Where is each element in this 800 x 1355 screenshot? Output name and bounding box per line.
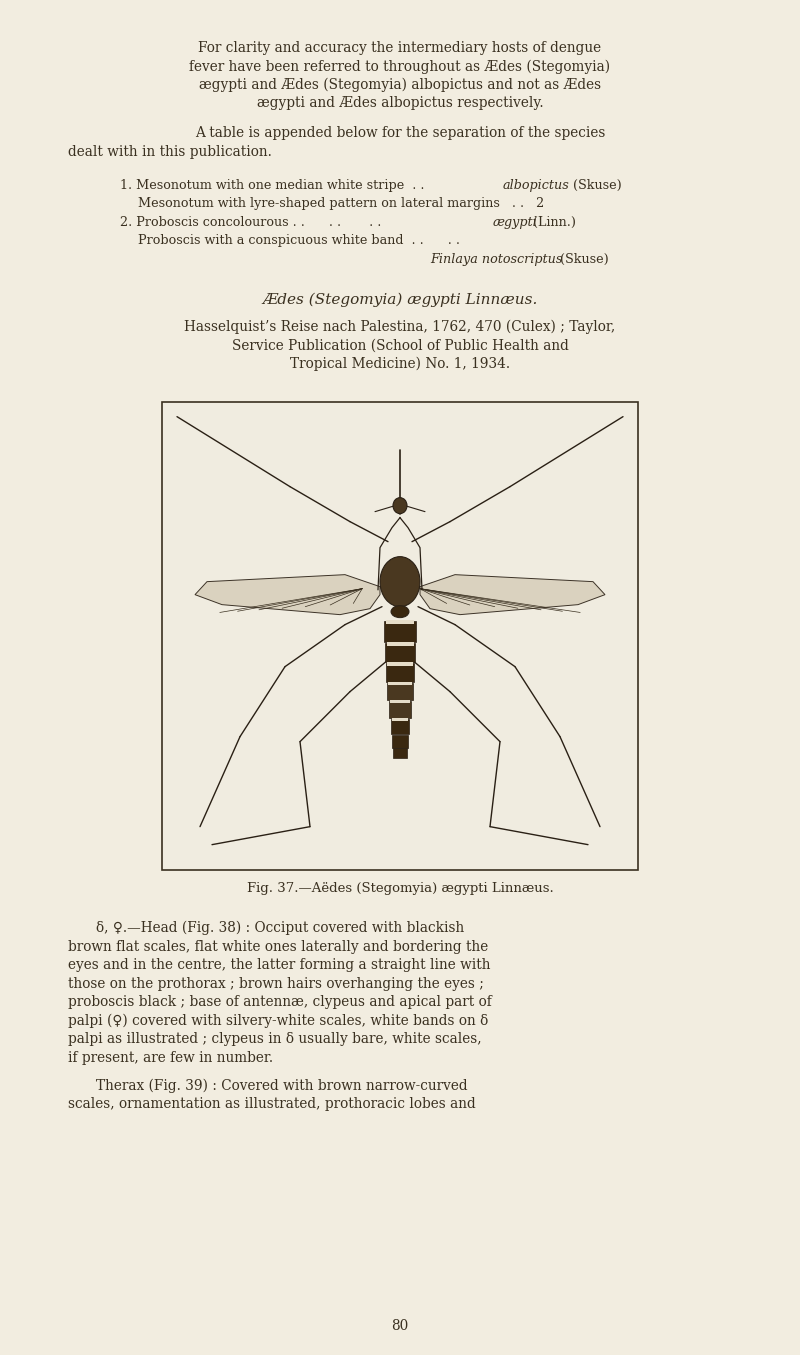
Bar	[384, 622, 416, 642]
Text: ægypti and Ædes (Stegomyia) albopictus and not as Ædes: ægypti and Ædes (Stegomyia) albopictus a…	[199, 77, 601, 92]
Text: δ, ♀.—Head (Fig. 38) : Occiput covered with blackish: δ, ♀.—Head (Fig. 38) : Occiput covered w…	[96, 921, 464, 935]
Text: Finlaya notoscriptus: Finlaya notoscriptus	[430, 253, 562, 266]
Text: dealt with in this publication.: dealt with in this publication.	[68, 145, 272, 159]
Text: eyes and in the centre, the latter forming a straight line with: eyes and in the centre, the latter formi…	[68, 958, 490, 973]
Bar	[385, 644, 415, 661]
Text: if present, are few in number.: if present, are few in number.	[68, 1051, 273, 1065]
Text: proboscis black ; base of antennæ, clypeus and apical part of: proboscis black ; base of antennæ, clype…	[68, 996, 492, 1009]
Text: Tropical Medicine) No. 1, 1934.: Tropical Medicine) No. 1, 1934.	[290, 356, 510, 371]
Text: (Linn.): (Linn.)	[533, 215, 576, 229]
Text: Ædes (Stegomyia) ægypti Linnæus.: Ædes (Stegomyia) ægypti Linnæus.	[262, 293, 538, 306]
Text: (Skuse): (Skuse)	[560, 253, 609, 266]
Bar	[393, 748, 407, 757]
Text: ægypti and Ædes albopictus respectively.: ægypti and Ædes albopictus respectively.	[257, 96, 543, 111]
Bar	[387, 683, 413, 699]
Text: Proboscis with a conspicuous white band  . .      . .: Proboscis with a conspicuous white band …	[138, 234, 460, 248]
Text: A table is appended below for the separation of the species: A table is appended below for the separa…	[195, 126, 605, 140]
Text: palpi (♀) covered with silvery-white scales, white bands on δ: palpi (♀) covered with silvery-white sca…	[68, 1014, 488, 1028]
Polygon shape	[420, 575, 605, 615]
Ellipse shape	[391, 606, 409, 618]
Text: (Skuse): (Skuse)	[573, 179, 622, 192]
Bar	[392, 734, 408, 748]
Text: 2. Proboscis concolourous . .      . .       . .: 2. Proboscis concolourous . . . . . .	[120, 215, 402, 229]
Text: albopictus: albopictus	[503, 179, 570, 192]
Polygon shape	[195, 575, 380, 615]
Bar	[391, 720, 409, 733]
Text: ægypti: ægypti	[493, 215, 538, 229]
Text: For clarity and accuracy the intermediary hosts of dengue: For clarity and accuracy the intermediar…	[198, 41, 602, 56]
Text: Fig. 37.—Aëdes (Stegomyia) ægypti Linnæus.: Fig. 37.—Aëdes (Stegomyia) ægypti Linnæu…	[246, 882, 554, 894]
Text: Mesonotum with lyre-shaped pattern on lateral margins   . .   2: Mesonotum with lyre-shaped pattern on la…	[138, 198, 544, 210]
Text: Hasselquist’s Reise nach Palestina, 1762, 470 (Culex) ; Taylor,: Hasselquist’s Reise nach Palestina, 1762…	[184, 320, 616, 335]
Bar	[386, 642, 414, 645]
Text: palpi as illustrated ; clypeus in δ usually bare, white scales,: palpi as illustrated ; clypeus in δ usua…	[68, 1033, 482, 1046]
Text: 80: 80	[391, 1318, 409, 1333]
Bar	[392, 718, 408, 721]
Text: 1. Mesonotum with one median white stripe  . .: 1. Mesonotum with one median white strip…	[120, 179, 429, 192]
Ellipse shape	[393, 497, 407, 514]
Bar	[386, 663, 414, 682]
Text: those on the prothorax ; brown hairs overhanging the eyes ;: those on the prothorax ; brown hairs ove…	[68, 977, 484, 991]
Bar	[386, 621, 414, 625]
Bar	[387, 663, 413, 665]
Text: Therax (Fig. 39) : Covered with brown narrow-curved: Therax (Fig. 39) : Covered with brown na…	[96, 1079, 468, 1092]
Bar	[162, 401, 638, 870]
Text: fever have been referred to throughout as Ædes (Stegomyia): fever have been referred to throughout a…	[190, 60, 610, 73]
Text: Service Publication (School of Public Health and: Service Publication (School of Public He…	[231, 339, 569, 352]
Bar	[389, 701, 411, 718]
Text: scales, ornamentation as illustrated, prothoracic lobes and: scales, ornamentation as illustrated, pr…	[68, 1098, 476, 1111]
Text: brown flat scales, flat white ones laterally and bordering the: brown flat scales, flat white ones later…	[68, 940, 488, 954]
Bar	[388, 682, 412, 686]
Ellipse shape	[380, 557, 420, 607]
Bar	[390, 701, 410, 703]
